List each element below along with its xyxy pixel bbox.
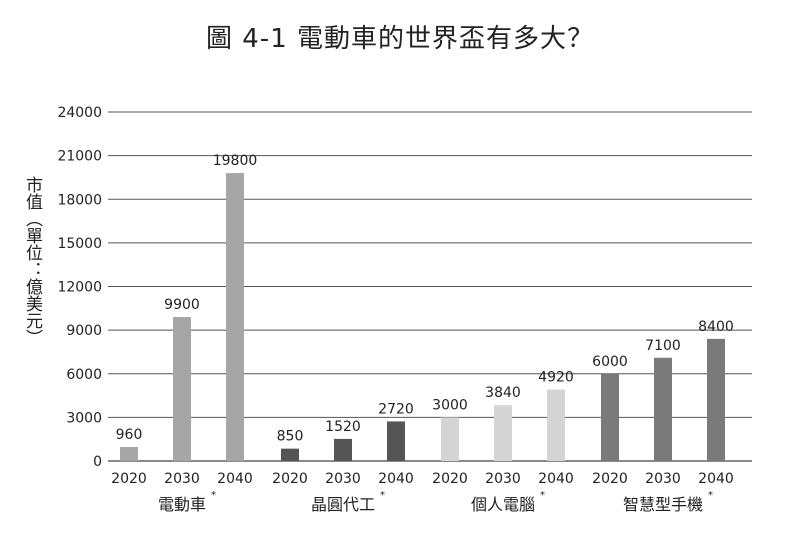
x-tick-label: 2020 <box>272 471 308 487</box>
data-label: 19800 <box>213 153 258 169</box>
data-label: 7100 <box>645 338 681 354</box>
data-label: 3840 <box>485 385 521 401</box>
data-label: 960 <box>116 427 143 443</box>
y-tick-label: 15000 <box>57 236 102 252</box>
y-tick-label: 3000 <box>66 410 102 426</box>
footnote-marker: * <box>540 490 545 501</box>
y-tick-label: 6000 <box>66 367 102 383</box>
x-tick-label: 2020 <box>432 471 468 487</box>
y-tick-label: 0 <box>93 454 102 470</box>
x-tick-label: 2020 <box>111 471 147 487</box>
data-label: 2720 <box>378 401 414 417</box>
data-label: 1520 <box>325 419 361 435</box>
x-tick-label: 2020 <box>592 471 628 487</box>
category-label: 晶圓代工 <box>311 495 375 514</box>
data-label: 850 <box>277 429 304 445</box>
bar <box>334 438 352 461</box>
bar <box>226 173 244 461</box>
x-tick-label: 2040 <box>698 471 734 487</box>
data-label: 9900 <box>164 297 200 313</box>
x-tick-label: 2030 <box>325 471 361 487</box>
y-tick-label: 12000 <box>57 280 102 296</box>
y-tick-label: 9000 <box>66 323 102 339</box>
bar <box>601 373 619 461</box>
y-tick-label: 24000 <box>57 105 102 121</box>
x-tick-label: 2040 <box>538 471 574 487</box>
bar <box>120 447 138 461</box>
x-tick-label: 2030 <box>645 471 681 487</box>
chart-title: 圖 4-1 電動車的世界盃有多大？ <box>206 24 594 54</box>
data-label: 3000 <box>432 397 468 413</box>
bar <box>707 338 725 461</box>
footnote-marker: * <box>708 490 713 501</box>
footnote-marker: * <box>380 490 385 501</box>
y-tick-label: 21000 <box>57 149 102 165</box>
bar <box>173 317 191 461</box>
category-label: 個人電腦 <box>471 495 535 514</box>
bar <box>547 389 565 461</box>
bar <box>654 357 672 461</box>
y-axis-label: 市值（單位：億美元） <box>22 176 42 346</box>
data-label: 8400 <box>698 319 734 335</box>
x-tick-label: 2030 <box>485 471 521 487</box>
bar <box>387 421 405 461</box>
footnote-marker: * <box>211 490 216 501</box>
category-label: 智慧型手機 <box>623 495 703 514</box>
bar <box>281 448 299 461</box>
x-tick-label: 2040 <box>217 471 253 487</box>
bar <box>441 417 459 461</box>
data-label: 4920 <box>538 369 574 385</box>
data-label: 6000 <box>592 354 628 370</box>
y-tick-label: 18000 <box>57 192 102 208</box>
x-tick-label: 2040 <box>378 471 414 487</box>
bar <box>494 405 512 461</box>
category-label: 電動車 <box>158 495 206 514</box>
x-tick-label: 2030 <box>164 471 200 487</box>
